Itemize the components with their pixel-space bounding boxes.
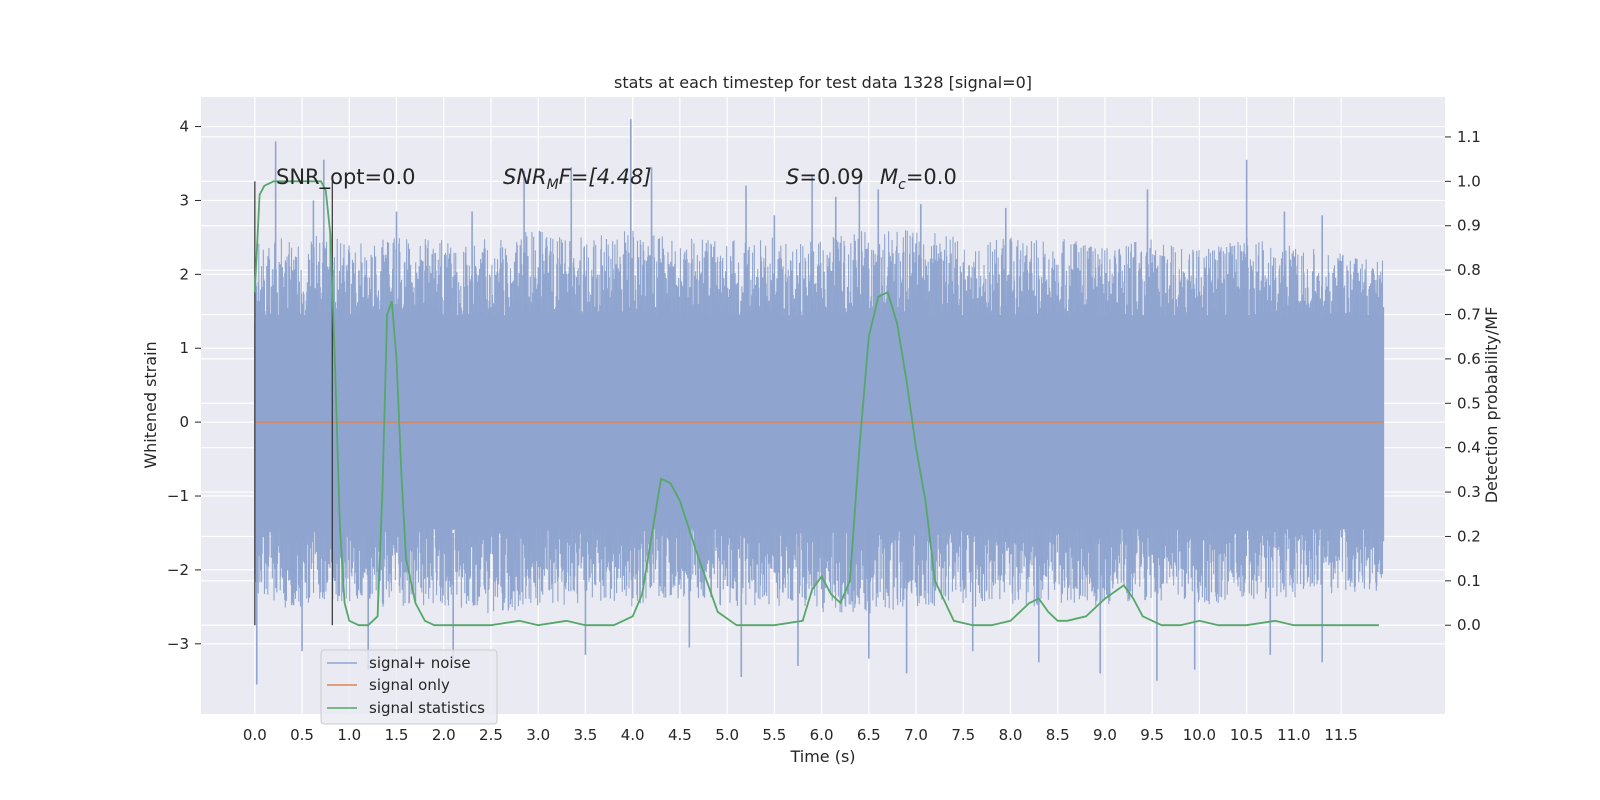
annotation-snr-mf: SNRMF=[4.48] <box>503 165 652 193</box>
y2-tick-labels: 1.1 1.0 0.9 0.8 0.7 0.6 0.5 0.4 0.3 0.2 0.1 0.0 <box>1445 128 1481 634</box>
x-tick-label: 10.5 <box>1230 726 1263 744</box>
y2-tick-label: 0.5 <box>1457 394 1481 412</box>
legend-label-signal-statistics: signal statistics <box>369 699 485 717</box>
x-tick-labels: 0.0 0.5 1.0 1.5 2.0 2.5 3.0 3.5 4.0 4.5 5.0 5.5 6.0 6… <box>243 726 1358 744</box>
y2-tick-label: 0.7 <box>1457 306 1481 324</box>
y2-axis-label: Detection probability/MF <box>1482 307 1501 504</box>
y2-tick-label: 0.9 <box>1457 217 1481 235</box>
legend-label-signal-only: signal only <box>369 676 450 694</box>
y2-tick-label: 1.0 <box>1457 172 1481 190</box>
x-tick-label: 0.5 <box>290 726 314 744</box>
legend-label-signal-noise: signal+ noise <box>369 654 471 672</box>
x-tick-label: 1.5 <box>385 726 409 744</box>
y-axis-label: Whitened strain <box>141 341 160 468</box>
y-tick-label: −1 <box>167 487 189 505</box>
x-tick-label: 7.5 <box>951 726 975 744</box>
x-tick-label: 9.5 <box>1140 726 1164 744</box>
y-tick-label: 4 <box>179 118 189 136</box>
y-tick-label: 0 <box>179 413 189 431</box>
x-tick-label: 11.0 <box>1277 726 1310 744</box>
x-tick-label: 11.5 <box>1324 726 1357 744</box>
y-tick-label: −3 <box>167 635 189 653</box>
y-tick-label: −2 <box>167 561 189 579</box>
y-tick-label: 1 <box>179 339 189 357</box>
x-tick-label: 9.0 <box>1093 726 1117 744</box>
x-tick-label: 7.0 <box>904 726 928 744</box>
x-tick-label: 8.5 <box>1046 726 1070 744</box>
legend: signal+ noise signal only signal statist… <box>320 649 498 725</box>
y2-tick-label: 0.4 <box>1457 439 1481 457</box>
legend-box <box>320 649 498 725</box>
y2-tick-label: 0.1 <box>1457 572 1481 590</box>
x-tick-label: 5.0 <box>715 726 739 744</box>
x-tick-label: 2.5 <box>479 726 503 744</box>
x-tick-label: 0.0 <box>243 726 267 744</box>
x-tick-label: 6.5 <box>857 726 881 744</box>
annotation-s: S=0.09 <box>786 165 864 189</box>
y2-tick-label: 0.2 <box>1457 527 1481 545</box>
y2-tick-label: 0.8 <box>1457 261 1481 279</box>
y2-tick-label: 0.3 <box>1457 483 1481 501</box>
x-axis-label: Time (s) <box>789 747 855 766</box>
x-tick-label: 8.0 <box>999 726 1023 744</box>
signal-statistics-line <box>253 180 1379 627</box>
x-tick-label: 3.5 <box>574 726 598 744</box>
x-tick-label: 5.5 <box>762 726 786 744</box>
y-tick-labels: 4 3 2 1 0 −1 −2 −3 <box>167 118 201 653</box>
x-tick-label: 10.0 <box>1183 726 1216 744</box>
x-tick-label: 4.5 <box>668 726 692 744</box>
y2-tick-label: 0.6 <box>1457 350 1481 368</box>
x-tick-label: 4.0 <box>621 726 645 744</box>
x-tick-label: 2.0 <box>432 726 456 744</box>
marker-lines <box>254 181 333 626</box>
annotation-snr-opt: SNR_opt=0.0 <box>276 165 416 190</box>
x-tick-label: 3.0 <box>526 726 550 744</box>
y-tick-label: 3 <box>179 191 189 209</box>
y-tick-label: 2 <box>179 265 189 283</box>
chart-title: stats at each timestep for test data 132… <box>614 73 1032 92</box>
annotation-mc: Mc=0.0 <box>880 165 957 193</box>
x-tick-label: 1.0 <box>337 726 361 744</box>
y2-tick-label: 0.0 <box>1457 616 1481 634</box>
signal-statistics-series <box>253 180 1379 627</box>
x-tick-label: 6.0 <box>810 726 834 744</box>
y2-tick-label: 1.1 <box>1457 128 1481 146</box>
